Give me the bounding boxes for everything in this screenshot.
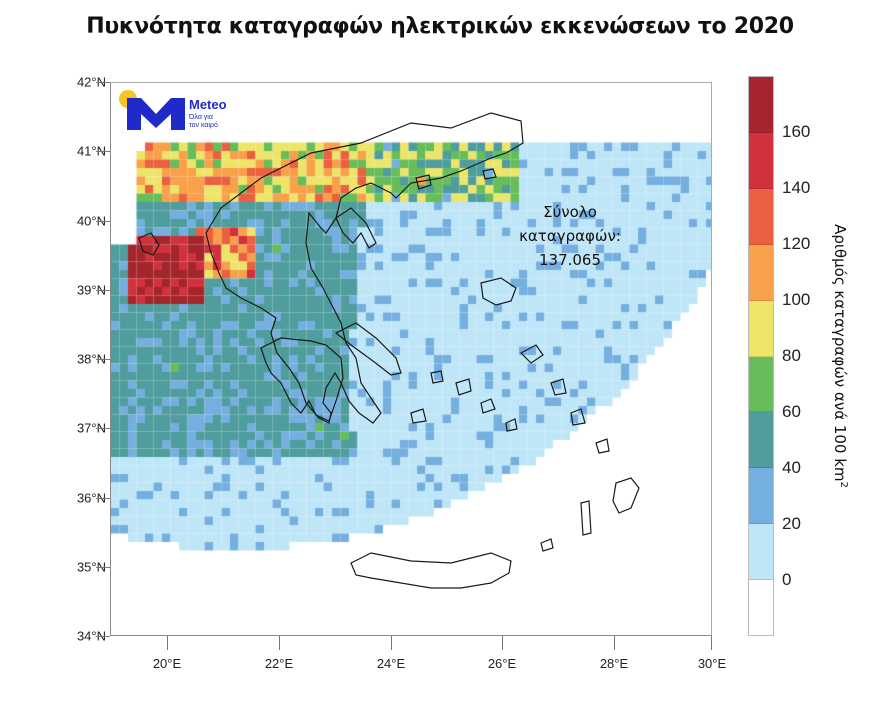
colorbar-tick-label: 140 bbox=[782, 178, 811, 197]
colorbar-segment bbox=[749, 300, 773, 357]
x-tick-label: 20°E bbox=[152, 656, 182, 671]
x-tick-mark bbox=[502, 636, 503, 650]
x-tick-label: 22°E bbox=[264, 656, 294, 671]
total-records-label: Σύνολο καταγραφών: bbox=[519, 203, 621, 245]
y-tick-label: 37°N bbox=[76, 420, 106, 436]
x-tick-mark bbox=[391, 636, 392, 650]
y-tick-mark bbox=[96, 221, 110, 222]
colorbar-tick-label: 160 bbox=[782, 122, 811, 141]
x-tick-mark bbox=[167, 636, 168, 650]
colorbar-tick-label: 80 bbox=[782, 346, 801, 365]
x-tick-label: 30°E bbox=[697, 656, 727, 671]
colorbar bbox=[748, 76, 774, 636]
lightning-density-heatmap bbox=[111, 83, 711, 635]
logo-tagline: Όλα για τον καιρό bbox=[189, 114, 218, 129]
colorbar-segment bbox=[749, 356, 773, 413]
colorbar-segment bbox=[749, 468, 773, 525]
y-tick-label: 42°N bbox=[76, 74, 106, 90]
colorbar-segment bbox=[749, 188, 773, 245]
y-tick-mark bbox=[96, 290, 110, 291]
colorbar-segment bbox=[749, 132, 773, 189]
y-tick-mark bbox=[96, 498, 110, 499]
y-tick-mark bbox=[96, 82, 110, 83]
y-tick-mark bbox=[96, 359, 110, 360]
colorbar-tick-label: 60 bbox=[782, 402, 801, 421]
x-tick-label: 26°E bbox=[487, 656, 517, 671]
y-tick-mark bbox=[96, 567, 110, 568]
y-tick-mark bbox=[96, 151, 110, 152]
y-tick-label: 39°N bbox=[76, 282, 106, 298]
colorbar-tick-label: 0 bbox=[782, 570, 792, 589]
colorbar-segment bbox=[749, 77, 773, 133]
y-tick-label: 34°N bbox=[76, 628, 106, 644]
colorbar-segment bbox=[749, 412, 773, 469]
colorbar-tick-label: 120 bbox=[782, 234, 811, 253]
colorbar-segment bbox=[749, 244, 773, 301]
y-tick-mark bbox=[96, 636, 110, 637]
y-tick-label: 35°N bbox=[76, 559, 106, 575]
map-plot-area bbox=[110, 82, 712, 636]
meteo-m-icon bbox=[127, 98, 185, 130]
total-records-annotation: Σύνολο καταγραφών: 137.065 bbox=[495, 200, 645, 272]
colorbar-title: Αριθμός καταγραφών ανά 100 km2 bbox=[831, 224, 849, 488]
y-tick-label: 38°N bbox=[76, 351, 106, 367]
chart-title: Πυκνότητα καταγραφών ηλεκτρικών εκκενώσε… bbox=[86, 14, 794, 39]
coastline-outline bbox=[138, 112, 640, 589]
y-tick-label: 40°N bbox=[76, 213, 106, 229]
colorbar-segment bbox=[749, 580, 773, 636]
logo-brand: Meteo bbox=[189, 97, 227, 112]
x-tick-label: 28°E bbox=[599, 656, 629, 671]
x-tick-mark bbox=[279, 636, 280, 650]
colorbar-segment bbox=[749, 524, 773, 581]
total-records-value: 137.065 bbox=[538, 251, 602, 269]
colorbar-tick-label: 100 bbox=[782, 290, 811, 309]
colorbar-tick-label: 40 bbox=[782, 458, 801, 477]
y-tick-label: 36°N bbox=[76, 490, 106, 506]
x-tick-mark bbox=[711, 636, 712, 650]
x-tick-mark bbox=[614, 636, 615, 650]
y-tick-mark bbox=[96, 428, 110, 429]
y-tick-label: 41°N bbox=[76, 143, 106, 159]
meteo-logo: Meteo Όλα για τον καιρό bbox=[117, 88, 257, 136]
x-tick-label: 24°E bbox=[376, 656, 406, 671]
colorbar-tick-label: 20 bbox=[782, 514, 801, 533]
